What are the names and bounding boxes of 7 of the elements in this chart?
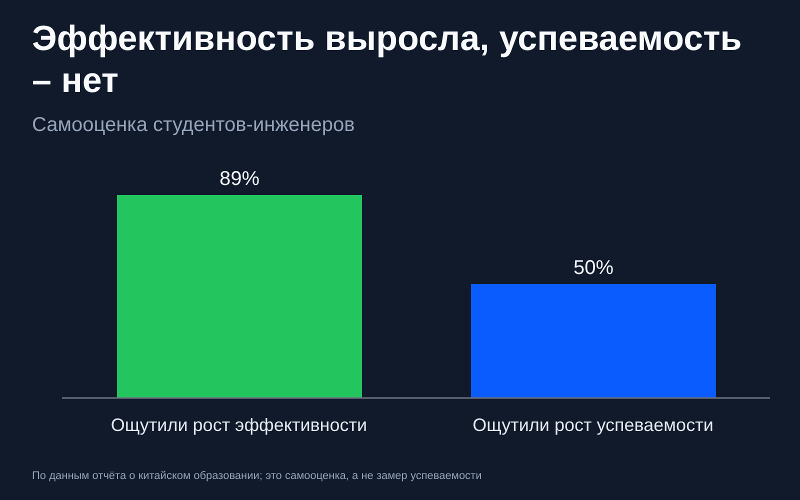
data-label: 89% — [219, 168, 260, 190]
chart-title: Эффективность выросла, успеваемость – нет — [32, 18, 743, 102]
text: По данным отчёта о китайском образовании; это самооценка, а не замер успеваемости — [32, 470, 482, 482]
chart-subtitle: Самооценка студентов-инженеров — [32, 114, 355, 137]
x-tick-label: Ощутили рост успеваемости — [472, 414, 714, 435]
data-label: 50% — [573, 256, 614, 279]
x-tick-label: Ощутили рост эффективности — [110, 414, 368, 435]
